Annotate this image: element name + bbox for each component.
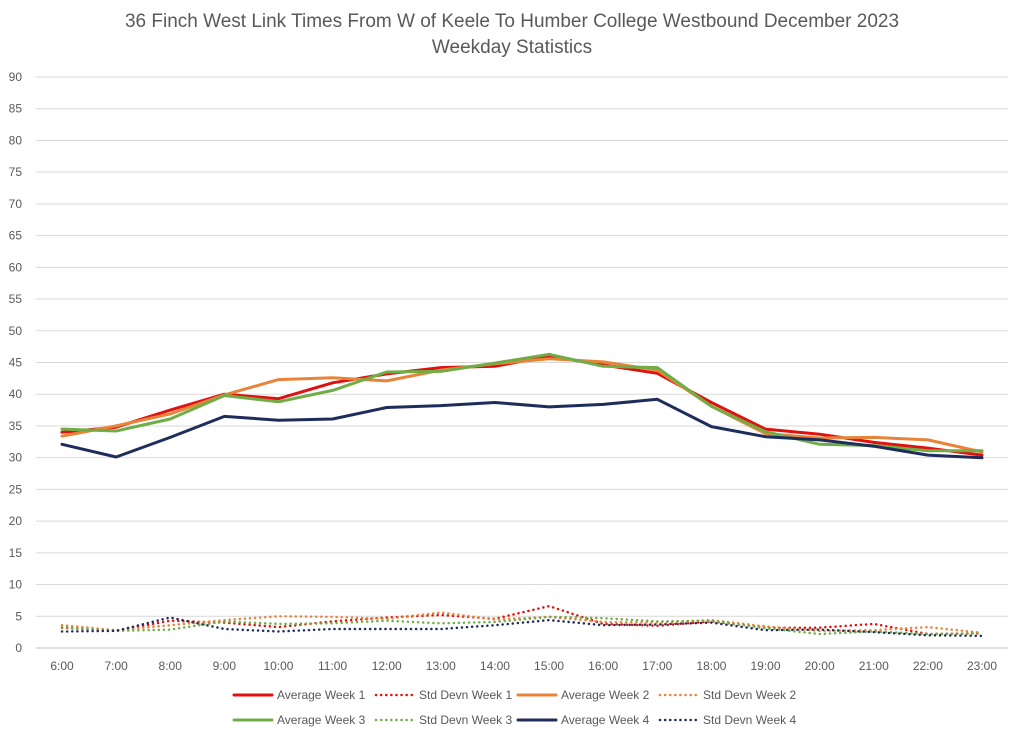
legend-label: Average Week 3 [277, 713, 366, 727]
gridlines [36, 76, 1008, 649]
x-tick-label: 18:00 [696, 659, 726, 673]
legend-item: Std Devn Week 2 [658, 688, 796, 702]
legend-item: Std Devn Week 3 [374, 713, 512, 727]
x-tick-label: 6:00 [50, 659, 74, 673]
x-tick-label: 10:00 [263, 659, 293, 673]
series-lines [60, 352, 984, 638]
y-tick-label: 45 [9, 356, 23, 370]
x-tick-label: 15:00 [534, 659, 564, 673]
legend-label: Std Devn Week 4 [703, 713, 796, 727]
y-tick-label: 65 [9, 229, 23, 243]
x-tick-label: 19:00 [751, 659, 781, 673]
x-tick-label: 8:00 [159, 659, 183, 673]
y-tick-label: 0 [15, 641, 22, 655]
series-line-std-devn-week-4 [60, 616, 984, 638]
x-tick-label: 13:00 [426, 659, 456, 673]
x-tick-label: 23:00 [967, 659, 997, 673]
series-line-average-week-4 [60, 397, 984, 460]
legend-item: Average Week 2 [516, 688, 650, 702]
y-axis-tick-labels: 0 5 10 15 20 25 30 35 40 45 50 55 60 65 70 75 80 85 90 [9, 70, 23, 655]
x-tick-label: 22:00 [913, 659, 943, 673]
x-tick-label: 20:00 [805, 659, 835, 673]
y-tick-label: 35 [9, 419, 23, 433]
legend-label: Average Week 2 [561, 688, 650, 702]
y-tick-label: 40 [9, 387, 23, 401]
x-tick-label: 17:00 [642, 659, 672, 673]
y-tick-label: 20 [9, 514, 23, 528]
x-tick-label: 9:00 [213, 659, 237, 673]
legend-label: Average Week 1 [277, 688, 366, 702]
legend-label: Std Devn Week 2 [703, 688, 796, 702]
y-tick-label: 50 [9, 324, 23, 338]
y-tick-label: 55 [9, 292, 23, 306]
legend-label: Std Devn Week 3 [419, 713, 512, 727]
y-tick-label: 80 [9, 133, 23, 147]
chart-subtitle: Weekday Statistics [432, 37, 592, 58]
y-tick-label: 70 [9, 197, 23, 211]
y-tick-label: 90 [9, 70, 23, 84]
legend: Average Week 1 Std Devn Week 1 Average Wee… [232, 688, 796, 727]
y-tick-label: 75 [9, 165, 23, 179]
legend-label: Average Week 4 [561, 713, 650, 727]
legend-label: Std Devn Week 1 [419, 688, 512, 702]
legend-item: Average Week 3 [232, 713, 366, 727]
y-tick-label: 15 [9, 546, 23, 560]
x-tick-label: 12:00 [372, 659, 402, 673]
y-tick-label: 30 [9, 451, 23, 465]
x-axis-tick-labels: 6:00 7:00 8:00 9:00 10:00 11:00 12:00 13:00 14:0… [50, 659, 997, 673]
series-line-average-week-3 [60, 352, 984, 453]
x-tick-label: 11:00 [318, 659, 347, 673]
y-tick-label: 60 [9, 260, 23, 274]
y-tick-label: 10 [9, 578, 23, 592]
y-tick-label: 85 [9, 102, 23, 116]
series-line-std-devn-week-3 [60, 615, 984, 636]
legend-item: Std Devn Week 4 [658, 713, 796, 727]
x-tick-label: 7:00 [104, 659, 128, 673]
legend-item: Average Week 4 [516, 713, 650, 727]
x-tick-label: 14:00 [480, 659, 510, 673]
x-tick-label: 16:00 [588, 659, 618, 673]
y-tick-label: 25 [9, 482, 23, 496]
y-tick-label: 5 [15, 609, 22, 623]
x-tick-label: 21:00 [859, 659, 889, 673]
legend-item: Std Devn Week 1 [374, 688, 512, 702]
chart-title: 36 Finch West Link Times From W of Keele… [125, 11, 899, 32]
legend-item: Average Week 1 [232, 688, 366, 702]
